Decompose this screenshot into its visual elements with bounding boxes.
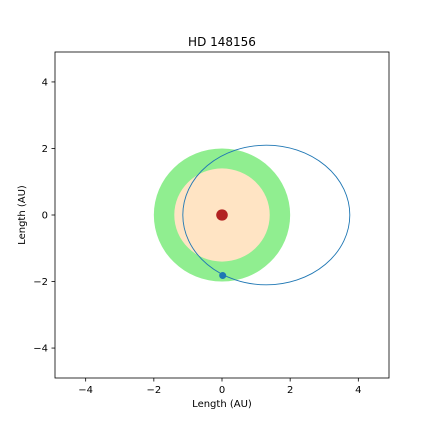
y-tick-label: −4 bbox=[33, 344, 48, 355]
x-tick-label: 0 bbox=[219, 385, 225, 396]
x-tick-label: 2 bbox=[287, 385, 293, 396]
y-tick-label: 4 bbox=[42, 77, 48, 88]
x-axis-label: Length (AU) bbox=[192, 399, 252, 410]
y-tick-label: −2 bbox=[33, 277, 48, 288]
plot-area bbox=[153, 144, 351, 286]
host-star bbox=[216, 209, 228, 221]
chart-title: HD 148156 bbox=[188, 35, 256, 49]
axes: −4 −2 0 2 4 −4 −2 0 2 4 bbox=[33, 51, 390, 396]
y-tick-label: 0 bbox=[42, 211, 48, 222]
x-tick-label: −2 bbox=[146, 385, 161, 396]
x-tick-label: −4 bbox=[78, 385, 93, 396]
planet-orbit bbox=[182, 144, 351, 286]
y-axis-label: Length (AU) bbox=[17, 185, 28, 245]
planet-marker bbox=[219, 272, 227, 280]
x-tick-label: 4 bbox=[355, 385, 361, 396]
y-tick-label: 2 bbox=[42, 144, 48, 155]
